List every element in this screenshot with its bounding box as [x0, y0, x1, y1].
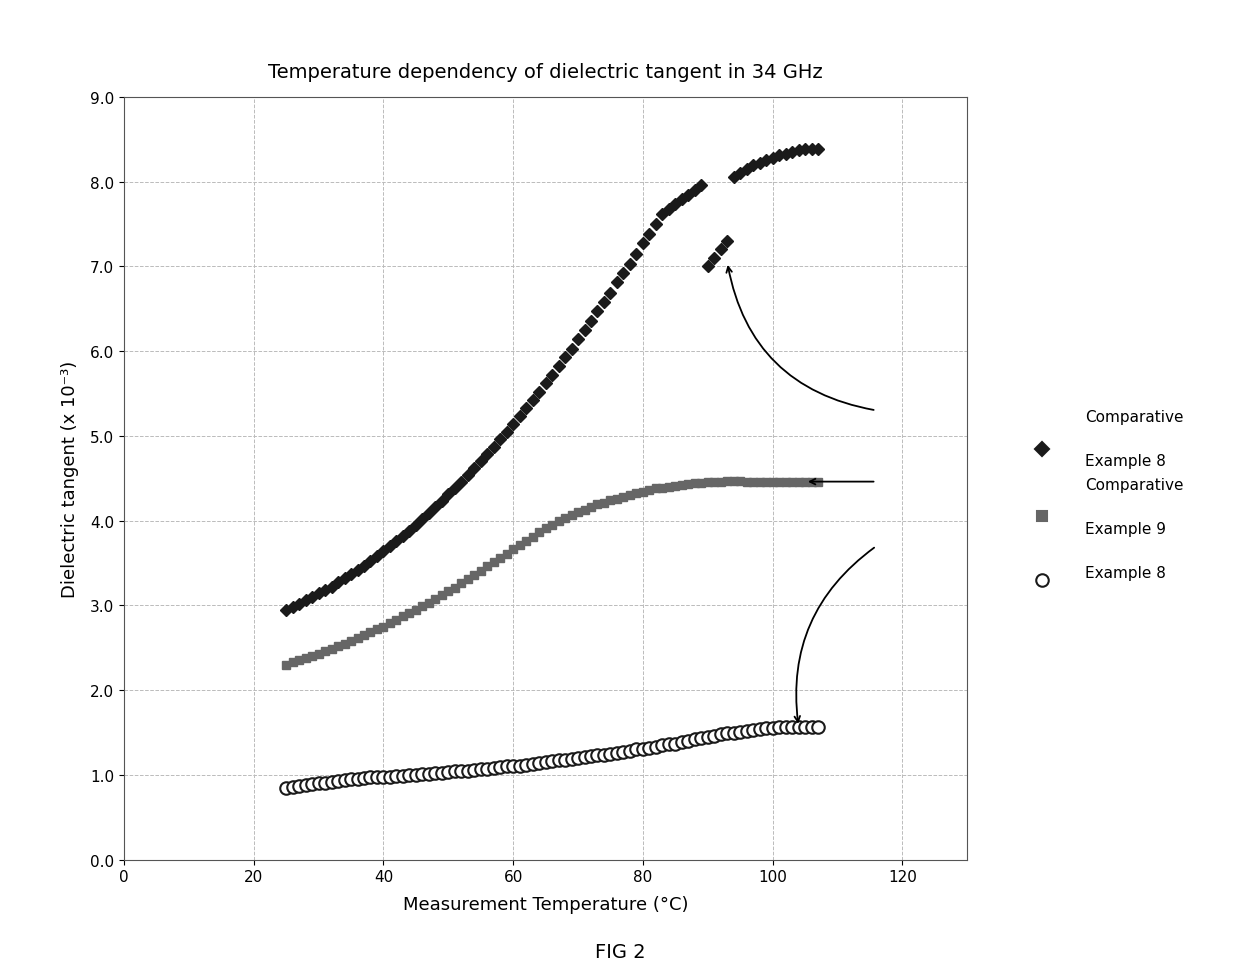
Text: Example 8: Example 8	[1085, 565, 1166, 580]
Text: Example 8: Example 8	[1085, 454, 1166, 469]
Text: Comparative: Comparative	[1085, 409, 1183, 425]
X-axis label: Measurement Temperature (°C): Measurement Temperature (°C)	[403, 896, 688, 913]
Text: Comparative: Comparative	[1085, 478, 1183, 492]
Y-axis label: Dielectric tangent (x 10⁻³): Dielectric tangent (x 10⁻³)	[61, 361, 79, 597]
Text: Example 9: Example 9	[1085, 522, 1166, 536]
Text: FIG 2: FIG 2	[595, 943, 645, 961]
Title: Temperature dependency of dielectric tangent in 34 GHz: Temperature dependency of dielectric tan…	[268, 64, 823, 82]
